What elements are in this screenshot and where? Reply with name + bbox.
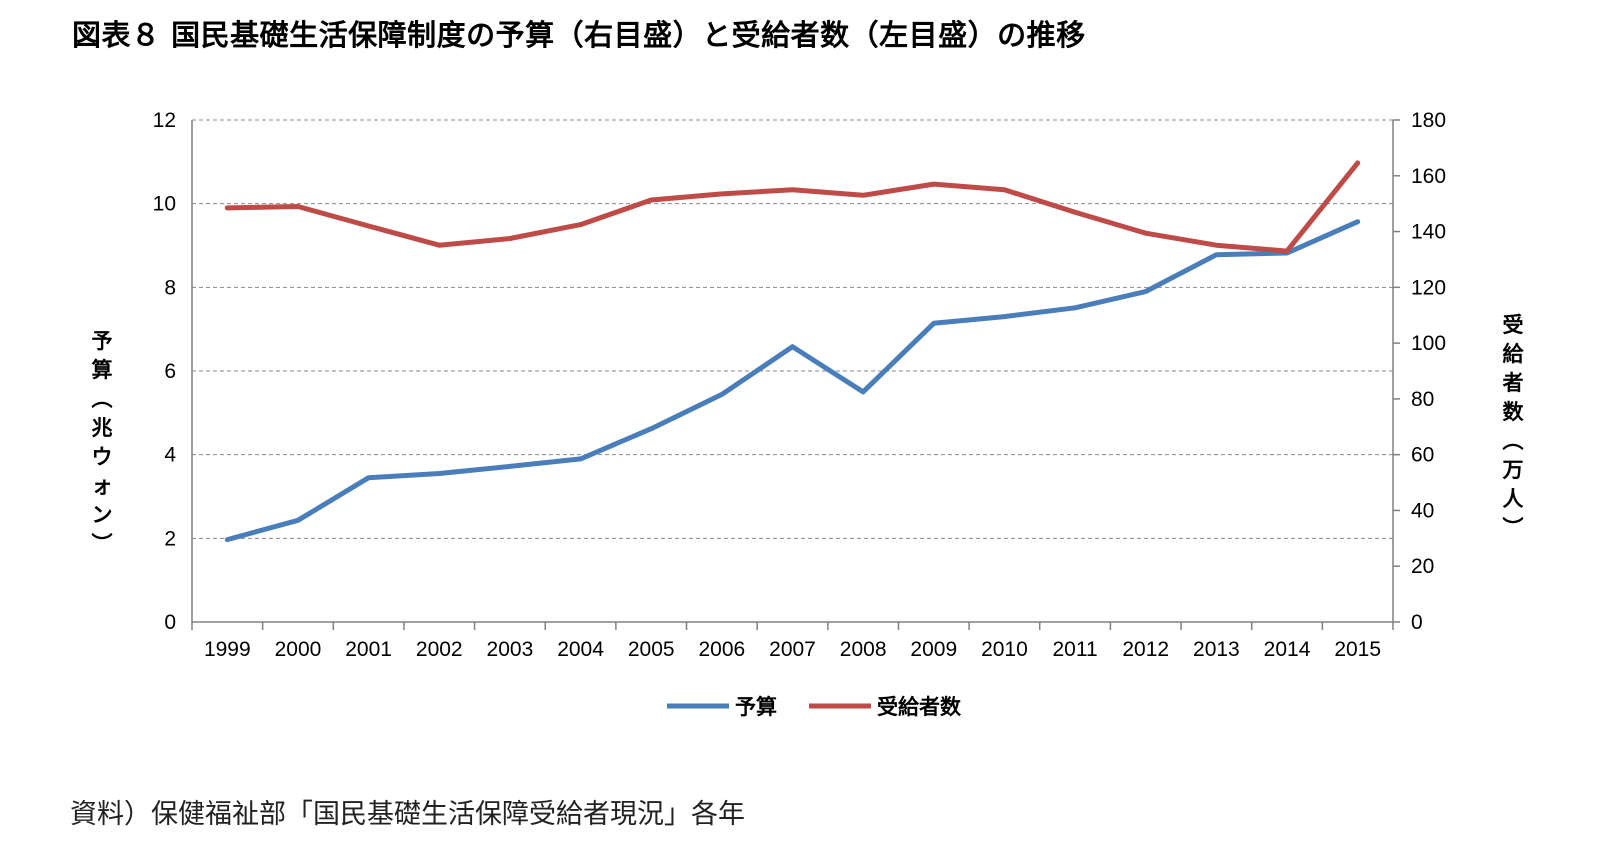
legend-label-1: 予算 <box>735 695 777 719</box>
x-tick-label: 2014 <box>1264 638 1311 661</box>
right-axis-title-char: 人 <box>1503 487 1524 511</box>
left-axis-title-char: 予 <box>92 329 113 353</box>
right-tick-label: 60 <box>1411 444 1434 467</box>
series-line-2 <box>224 160 1361 254</box>
x-tick-label: 2011 <box>1053 638 1098 661</box>
chart-title: 図表８ 国民基礎生活保障制度の予算（右目盛）と受給者数（左目盛）の推移 <box>72 18 1086 52</box>
left-axis-title-char: 兆 <box>92 416 113 440</box>
source-note: 資料）保健福祉部「国民基礎生活保障受給者現況」各年 <box>70 799 745 830</box>
legend: 予算 受給者数 <box>667 695 962 719</box>
right-tick-label: 100 <box>1411 332 1446 355</box>
x-tick-label: 2006 <box>698 638 745 661</box>
right-axis-title-char: 数 <box>1503 400 1525 424</box>
left-axis-title-char: ウ <box>92 445 113 469</box>
right-tick-label: 120 <box>1411 276 1446 299</box>
x-tick-label: 2002 <box>416 638 463 661</box>
left-tick-label: 8 <box>164 276 176 299</box>
x-tick-label: 2000 <box>275 638 322 661</box>
x-tick-label: 2004 <box>557 638 604 661</box>
left-tick-label: 12 <box>153 109 176 132</box>
right-tick-label: 180 <box>1411 109 1446 132</box>
series-line-1 <box>224 219 1361 543</box>
right-tick-label: 160 <box>1411 165 1446 188</box>
right-axis-title-char: （ <box>1500 430 1524 451</box>
x-tick-label: 2009 <box>910 638 957 661</box>
legend-label-2: 受給者数 <box>877 695 962 719</box>
x-tick-label: 2015 <box>1334 638 1381 661</box>
right-axis-title-char: 受 <box>1503 313 1524 337</box>
left-axis-title-char: 算 <box>92 358 113 382</box>
left-tick-label: 0 <box>164 611 176 634</box>
right-axis-title-char: ） <box>1500 517 1524 538</box>
x-tick-label: 1999 <box>204 638 251 661</box>
left-axis-title-char: （ <box>89 388 113 409</box>
x-tick-label: 2010 <box>981 638 1028 661</box>
x-tick-label: 2001 <box>345 638 392 661</box>
left-tick-label: 4 <box>164 444 176 467</box>
right-tick-label: 140 <box>1411 221 1446 244</box>
right-axis-ticks: 0 20 40 60 80 100 120 140 160 180 <box>1411 109 1446 634</box>
x-tick-label: 2013 <box>1193 638 1240 661</box>
x-axis-ticks: 1999 2000 2001 2002 2003 2004 2005 2006 2007 2008… <box>204 638 1381 661</box>
left-axis-title-char: ） <box>89 533 113 554</box>
right-axis-title: 受給者数 （ 万人 ） <box>1500 313 1525 538</box>
left-axis-ticks: 0 2 4 6 8 10 12 <box>153 109 177 634</box>
x-tick-label: 2007 <box>769 638 816 661</box>
right-axis-title-char: 万 <box>1502 458 1524 482</box>
right-tick-label: 0 <box>1411 611 1423 634</box>
axes <box>191 119 1400 630</box>
right-tick-label: 20 <box>1411 555 1434 578</box>
right-axis-title-char: 給 <box>1503 342 1525 366</box>
left-axis-title-char: ォ <box>92 474 113 498</box>
left-tick-label: 10 <box>153 193 176 216</box>
left-tick-label: 2 <box>164 527 176 550</box>
x-tick-label: 2012 <box>1122 638 1169 661</box>
series-lines <box>224 160 1361 543</box>
x-tick-label: 2003 <box>487 638 534 661</box>
right-tick-label: 80 <box>1411 388 1434 411</box>
right-axis-title-char: 者 <box>1503 371 1524 395</box>
left-axis-title-char: ン <box>92 503 113 527</box>
left-tick-label: 6 <box>164 360 176 383</box>
right-tick-label: 40 <box>1411 499 1434 522</box>
x-tick-label: 2008 <box>840 638 887 661</box>
x-tick-label: 2005 <box>628 638 675 661</box>
